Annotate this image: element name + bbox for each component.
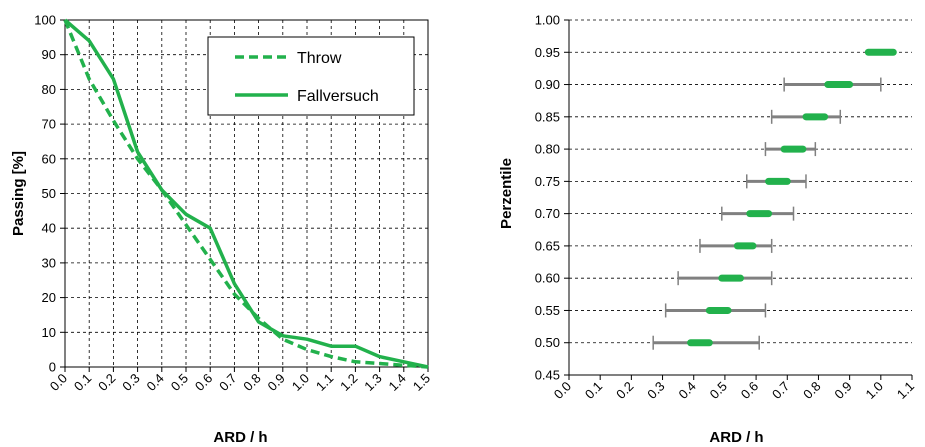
y-tick-label: 0 [49,360,56,375]
x-tick-label: 1.3 [361,371,384,394]
x-tick-label: 0.4 [675,379,698,402]
y-tick-label: 0.45 [535,368,560,383]
x-tick-label: 1.0 [289,371,312,394]
x-tick-label: 0.7 [769,379,792,402]
y-tick-label: 0.85 [535,109,560,124]
series-line-fallversuch [63,18,429,369]
x-tick-label: 0.3 [644,379,667,402]
x-tick-label: 1.5 [410,371,433,394]
x-tick-label: 0.7 [216,371,239,394]
x-tick-label: 0.9 [831,379,854,402]
x-tick-label: 0.6 [738,379,761,402]
y-tick-label: 60 [42,151,56,166]
y-tick-label: 100 [34,13,56,28]
y-tick-label: 0.80 [535,142,560,157]
x-tick-label: 0.2 [95,371,118,394]
y-tick-label: 30 [42,255,56,270]
x-tick-label: 0.4 [144,371,167,394]
legend-box [207,36,415,116]
series-line-throw [63,19,429,369]
y-tick-label: 1.00 [535,13,560,28]
x-tick-label: 0.8 [800,379,823,402]
y-tick-label: 0.95 [535,45,560,60]
y-tick-label: 0.55 [535,303,560,318]
y-tick-label: 40 [42,221,56,236]
x-tick-label: 0.1 [582,379,605,402]
y-tick-label: 80 [42,82,56,97]
x-tick-label: 0.6 [192,371,215,394]
x-tick-label: 1.4 [386,371,409,394]
y-tick-label: 0.60 [535,271,560,286]
x-tick-label: 1.0 [863,379,886,402]
legend-label: Fallversuch [297,88,379,105]
y-tick-label: 20 [42,290,56,305]
x-tick-label: 1.1 [894,379,917,402]
y-axis-title: Perzentile [498,158,515,229]
x-tick-label: 0.5 [707,379,730,402]
legend-label: Throw [297,50,342,67]
x-tick-label: 0.5 [168,371,191,394]
x-tick-label: 0.8 [240,371,263,394]
y-tick-label: 50 [42,186,56,201]
x-tick-label: 1.1 [313,371,336,394]
x-axis-title: ARD / h [213,429,267,446]
y-tick-label: 0.50 [535,335,560,350]
y-tick-label: 0.70 [535,206,560,221]
y-tick-label: 0.75 [535,174,560,189]
x-tick-label: 0.9 [265,371,288,394]
x-tick-label: 0.1 [71,371,94,394]
x-tick-label: 1.2 [337,371,360,394]
y-tick-label: 90 [42,47,56,62]
y-tick-label: 70 [42,117,56,132]
percentile-chart: 0.450.500.550.600.650.700.750.800.850.90… [498,13,917,447]
y-axis-title: Passing [%] [10,151,27,236]
y-tick-label: 10 [42,325,56,340]
x-axis-title: ARD / h [709,429,763,446]
x-tick-label: 0.2 [613,379,636,402]
x-tick-label: 0.3 [119,371,142,394]
y-tick-label: 0.90 [535,77,560,92]
y-tick-label: 0.65 [535,238,560,253]
